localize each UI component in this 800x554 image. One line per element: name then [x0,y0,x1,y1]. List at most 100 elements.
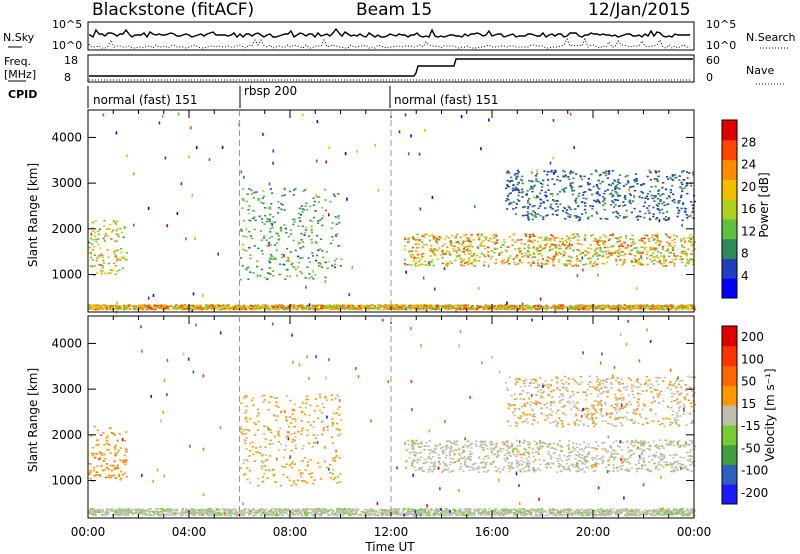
echo-cell [551,248,554,250]
nsky-tick-high: 10^5 [52,18,82,31]
echo-cell [429,255,432,257]
echo-cell [181,509,184,512]
echo-cell [497,306,500,308]
echo-cell [449,241,452,243]
echo-cell [317,220,320,222]
echo-cell [563,175,566,178]
echo-cell [553,255,556,257]
echo-cell [351,306,354,308]
noise-speck [633,195,635,199]
echo-cell [570,509,573,511]
echo-cell [515,305,519,307]
echo-cell [514,508,517,511]
echo-cell [537,514,540,517]
echo-cell [650,186,653,188]
echo-cell [535,247,538,249]
echo-cell [489,237,492,240]
echo-cell [215,307,219,310]
echo-cell [566,212,569,215]
echo-cell [318,308,321,311]
echo-cell [647,509,650,512]
echo-cell [369,306,372,308]
echo-cell [253,304,256,307]
echo-cell [298,207,301,210]
echo-cell [483,255,486,258]
echo-cell [459,513,462,515]
echo-cell [378,308,381,310]
echo-cell [353,305,356,308]
echo-cell [294,249,297,252]
echo-cell [662,246,665,248]
echo-cell [692,264,695,266]
echo-cell [468,245,471,248]
echo-cell [539,249,542,252]
echo-cell [680,194,683,197]
echo-cell [687,236,690,239]
echo-cell [397,511,400,513]
echo-cell [309,205,312,208]
noise-speck [536,169,538,173]
echo-cell [437,305,440,307]
echo-cell [595,192,598,194]
echo-cell [631,185,634,188]
echo-cell [260,268,263,271]
echo-cell [273,258,276,260]
echo-cell [619,305,622,307]
echo-cell [263,235,266,237]
echo-cell [544,239,547,241]
echo-cell [582,197,585,200]
echo-cell [483,254,486,256]
echo-cell [261,221,264,224]
echo-cell [553,304,556,307]
noise-speck [283,254,285,258]
echo-cell [590,307,593,309]
echo-cell [245,249,248,252]
echo-cell [604,306,607,309]
echo-cell [312,216,316,219]
echo-cell [504,304,508,307]
echo-cell [152,305,156,308]
echo-cell [543,306,546,309]
echo-cell [580,508,583,510]
echo-cell [432,251,435,254]
echo-cell [196,307,199,309]
echo-cell [684,241,687,244]
echo-cell [277,201,280,203]
echo-cell [619,511,622,514]
echo-cell [408,510,412,513]
echo-cell [312,510,315,513]
echo-cell [629,194,632,196]
echo-cell [312,509,316,511]
echo-cell [155,306,158,309]
echo-cell [689,237,692,240]
echo-cell [302,190,305,193]
echo-cell [628,514,631,516]
echo-cell [346,306,349,309]
echo-cell [635,247,638,249]
echo-cell [376,306,379,309]
echo-cell [422,252,425,255]
echo-cell [421,513,424,516]
echo-cell [425,508,428,510]
echo-cell [622,204,625,207]
echo-cell [676,215,679,218]
echo-cell [418,305,422,307]
echo-cell [407,508,410,510]
echo-cell [473,252,476,255]
echo-cell [330,227,333,230]
echo-cell [397,308,400,311]
echo-cell [483,245,486,247]
echo-cell [248,188,251,190]
echo-cell [201,308,204,310]
echo-cell [336,308,339,311]
echo-cell [364,511,367,514]
echo-cell [160,513,163,516]
noise-speck [147,296,150,300]
noise-speck [356,149,358,153]
echo-cell [541,263,544,265]
echo-cell [680,304,683,306]
echo-cell [263,195,266,198]
echo-cell [585,197,588,200]
echo-cell [661,248,664,250]
echo-cell [675,307,679,310]
